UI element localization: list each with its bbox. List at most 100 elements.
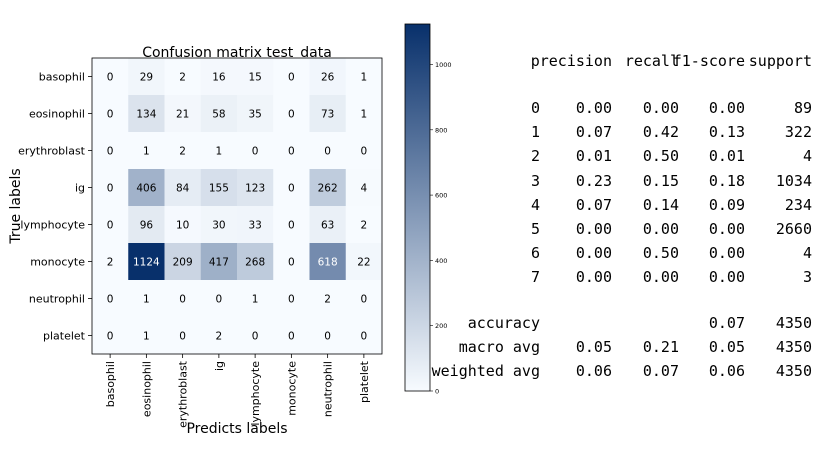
heatmap-cell bbox=[273, 243, 310, 281]
heatmap-cell bbox=[128, 95, 165, 133]
cell-value-label: 0 bbox=[288, 294, 295, 306]
cell-value-label: 0 bbox=[324, 146, 331, 158]
report-cell: 0.15 bbox=[642, 171, 679, 190]
heatmap-cell bbox=[128, 280, 165, 318]
colorbar-tick-label: 800 bbox=[435, 126, 447, 134]
heatmap-cell bbox=[237, 95, 274, 133]
cell-value-label: 0 bbox=[361, 146, 368, 158]
heatmap-cell bbox=[345, 280, 383, 318]
report-cell: 0.50 bbox=[642, 147, 679, 166]
cell-value-label: 2 bbox=[179, 146, 186, 158]
heatmap-cell bbox=[237, 317, 274, 355]
heatmap-cell bbox=[164, 58, 202, 96]
y-tick-label: neutrophil bbox=[29, 293, 85, 306]
heatmap-cell bbox=[273, 280, 310, 318]
cell-value-label: 155 bbox=[209, 183, 229, 195]
cell-value-label: 1 bbox=[361, 109, 368, 121]
cell-value-label: 22 bbox=[357, 257, 370, 269]
report-row-label: 5 bbox=[530, 220, 540, 238]
report-cell: 4 bbox=[802, 147, 812, 166]
heatmap-cell bbox=[237, 280, 274, 318]
y-tick-label: lymphocyte bbox=[20, 219, 85, 232]
y-axis-label: True labels bbox=[8, 168, 24, 244]
heatmap-cell bbox=[128, 132, 165, 170]
report-summary-cell: 0.05 bbox=[708, 338, 745, 357]
x-tick-label: basophil bbox=[104, 361, 117, 407]
x-tick-label: platelet bbox=[358, 360, 371, 403]
heatmap-cell bbox=[345, 206, 383, 244]
report-column-header: recall bbox=[624, 52, 679, 70]
heatmap-cell bbox=[128, 317, 165, 355]
chart-title: Confusion matrix test_data bbox=[142, 45, 332, 61]
cell-value-label: 4 bbox=[361, 183, 368, 195]
report-cell: 2660 bbox=[775, 220, 812, 238]
report-row-label: 2 bbox=[530, 147, 540, 166]
heatmap-cell bbox=[200, 206, 238, 244]
report-cell: 0.50 bbox=[642, 244, 679, 263]
heatmap-cell bbox=[128, 243, 165, 281]
cell-value-label: 15 bbox=[248, 72, 261, 84]
heatmap-cell bbox=[309, 206, 347, 244]
report-cell: 4 bbox=[802, 244, 812, 263]
report-cell: 0.00 bbox=[642, 99, 679, 117]
cell-value-label: 0 bbox=[107, 183, 114, 195]
heatmap-cell bbox=[200, 243, 238, 281]
cell-value-label: 2 bbox=[107, 257, 114, 269]
cell-value-label: 0 bbox=[252, 331, 259, 343]
cell-value-label: 21 bbox=[176, 109, 189, 121]
heatmap-cell bbox=[237, 206, 274, 244]
cell-value-label: 0 bbox=[107, 331, 114, 343]
heatmap-cell bbox=[200, 58, 238, 96]
heatmap-cell bbox=[237, 58, 274, 96]
cell-value-label: 0 bbox=[288, 72, 295, 84]
cell-value-label: 16 bbox=[212, 72, 226, 84]
cell-value-label: 0 bbox=[288, 146, 295, 158]
heatmap-cell-labels: 0 29 2 16 15 0 26 10 134 21 58 35 0 73 10 1 2 1 0 0 0 00 406 84… bbox=[107, 72, 371, 343]
cell-value-label: 33 bbox=[248, 220, 261, 232]
cell-value-label: 1 bbox=[361, 72, 368, 84]
report-row-label: 1 bbox=[530, 123, 540, 142]
heatmap-cell bbox=[92, 280, 129, 318]
report-cell: 3 bbox=[802, 268, 812, 287]
heatmap-cell bbox=[273, 95, 310, 133]
report-cell: 0.00 bbox=[708, 268, 745, 287]
report-cell: 322 bbox=[784, 123, 812, 142]
cell-value-label: 30 bbox=[212, 220, 225, 232]
x-tick-label: lymphocyte bbox=[249, 361, 262, 426]
heatmap-cell bbox=[92, 58, 129, 96]
cell-value-label: 1 bbox=[143, 331, 150, 343]
cell-value-label: 0 bbox=[107, 72, 114, 84]
x-tick-label: monocyte bbox=[285, 361, 298, 416]
heatmap-cell bbox=[309, 169, 347, 207]
report-cell: 0.00 bbox=[575, 99, 612, 117]
cell-value-label: 262 bbox=[318, 183, 338, 195]
x-tick-label: ig bbox=[213, 361, 226, 371]
report-cell: 0.00 bbox=[642, 268, 679, 287]
cell-value-label: 0 bbox=[324, 331, 331, 343]
heatmap-cell bbox=[200, 169, 238, 207]
plot-frame bbox=[91, 57, 383, 355]
heatmap-cell bbox=[164, 243, 202, 281]
cell-value-label: 406 bbox=[136, 183, 156, 195]
report-row-label: 3 bbox=[530, 171, 540, 190]
cell-value-label: 29 bbox=[140, 72, 153, 84]
report-column-header: precision bbox=[530, 52, 612, 70]
heatmap-cell bbox=[345, 169, 383, 207]
heatmap-cell bbox=[309, 243, 347, 281]
report-cell: 0.00 bbox=[575, 268, 612, 287]
report-cell: 1034 bbox=[775, 171, 812, 190]
heatmap-cell bbox=[128, 169, 165, 207]
cell-value-label: 73 bbox=[321, 109, 334, 121]
heatmap-cell bbox=[164, 169, 202, 207]
heatmap-cell bbox=[345, 58, 383, 96]
cell-value-label: 0 bbox=[216, 294, 223, 306]
report-cell: 89 bbox=[793, 99, 812, 117]
cell-value-label: 2 bbox=[361, 220, 368, 232]
heatmap-cell bbox=[237, 132, 274, 170]
heatmap-cell bbox=[92, 95, 129, 133]
cell-value-label: 35 bbox=[248, 109, 261, 121]
cell-value-label: 0 bbox=[361, 294, 368, 306]
cell-value-label: 0 bbox=[288, 331, 295, 343]
report-cell: 0.09 bbox=[708, 195, 745, 214]
